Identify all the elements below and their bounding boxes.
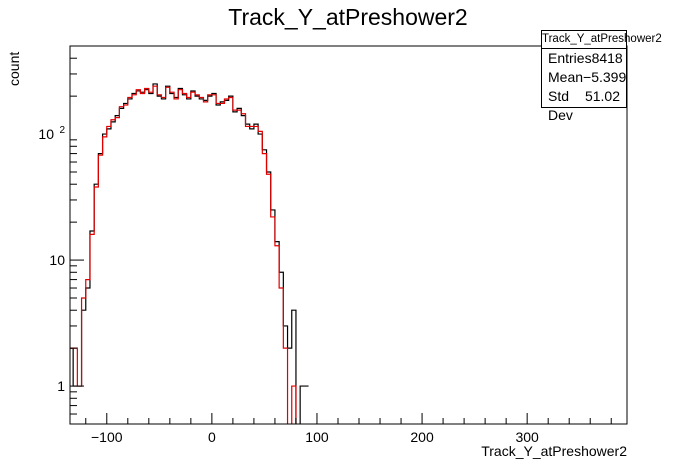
stats-entries-label: Entries: [548, 50, 592, 66]
stats-entries-value: 8418: [591, 50, 623, 66]
stats-mean-label: Mean: [548, 69, 584, 85]
histogram-series-1: [70, 85, 297, 424]
stats-entries-row: Entries 8418: [542, 49, 626, 68]
x-tick-label: 200: [410, 429, 434, 445]
plot-frame: [69, 45, 628, 425]
x-tick-label: 100: [305, 429, 329, 445]
x-tick-label: 300: [515, 429, 539, 445]
stats-box: Track_Y_atPreshower2 Entries 8418 Mean −…: [541, 30, 662, 123]
stats-mean-row: Mean −5.399: [542, 68, 626, 87]
y-tick-label: 10: [38, 126, 54, 142]
histogram-series-0: [70, 83, 309, 424]
chart-title: Track_Y_atPreshower2: [228, 4, 468, 30]
stats-std-row: Std Dev 51.02: [542, 87, 626, 123]
y-tick-label: 1: [57, 378, 65, 394]
x-tick-label: 0: [208, 429, 216, 445]
y-tick-label: 10: [49, 252, 65, 268]
y-tick-label-exponent: 2: [59, 125, 65, 136]
stats-std-label: Std Dev: [548, 88, 573, 123]
x-axis-label: Track_Y_atPreshower2: [481, 443, 627, 459]
stats-std-value: 51.02: [584, 88, 620, 104]
stats-mean-value: −5.399: [583, 69, 627, 85]
stats-title: Track_Y_atPreshower2: [542, 31, 662, 49]
x-tick-label: −100: [91, 429, 123, 445]
